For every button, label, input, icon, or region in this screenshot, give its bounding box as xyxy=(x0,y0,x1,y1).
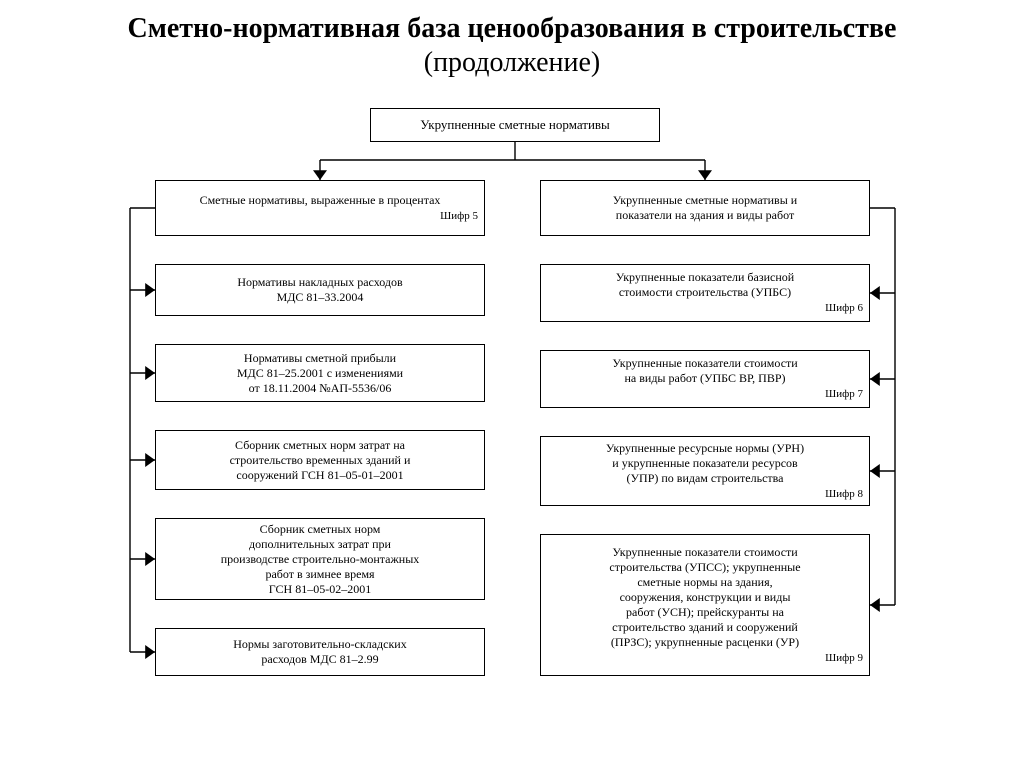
top-box: Укрупненные сметные нормативы xyxy=(370,108,660,142)
right-box-1-code: Шифр 6 xyxy=(547,302,863,316)
right-box-0-text: Укрупненные сметные нормативы ипоказател… xyxy=(547,193,863,223)
right-box-2-text: Укрупненные показатели стоимостина виды … xyxy=(547,356,863,386)
right-box-4-text: Укрупненные показатели стоимостистроител… xyxy=(547,545,863,650)
top-box-text: Укрупненные сметные нормативы xyxy=(381,117,649,133)
left-box-1: Нормативы накладных расходовМДС 81–33.20… xyxy=(155,264,485,316)
page-title: Сметно-нормативная база ценообразования … xyxy=(0,0,1024,79)
title-bold: Сметно-нормативная база ценообразования … xyxy=(128,13,897,44)
left-box-5: Нормы заготовительно-складскихрасходов М… xyxy=(155,628,485,676)
right-box-4-code: Шифр 9 xyxy=(547,652,863,666)
left-box-0-text: Сметные нормативы, выраженные в процента… xyxy=(162,193,478,208)
right-box-0: Укрупненные сметные нормативы ипоказател… xyxy=(540,180,870,236)
left-box-3: Сборник сметных норм затрат настроительс… xyxy=(155,430,485,490)
left-box-2: Нормативы сметной прибылиМДС 81–25.2001 … xyxy=(155,344,485,402)
right-box-3-code: Шифр 8 xyxy=(547,488,863,502)
title-continuation: (продолжение) xyxy=(424,47,600,78)
right-box-2: Укрупненные показатели стоимостина виды … xyxy=(540,350,870,408)
left-box-4: Сборник сметных нормдополнительных затра… xyxy=(155,518,485,600)
left-box-4-text: Сборник сметных нормдополнительных затра… xyxy=(162,522,478,597)
right-box-2-code: Шифр 7 xyxy=(547,388,863,402)
left-box-5-text: Нормы заготовительно-складскихрасходов М… xyxy=(162,637,478,667)
left-box-2-text: Нормативы сметной прибылиМДС 81–25.2001 … xyxy=(162,351,478,396)
right-box-1-text: Укрупненные показатели базиснойстоимости… xyxy=(547,270,863,300)
left-box-0: Сметные нормативы, выраженные в процента… xyxy=(155,180,485,236)
left-box-1-text: Нормативы накладных расходовМДС 81–33.20… xyxy=(162,275,478,305)
right-box-3-text: Укрупненные ресурсные нормы (УРН)и укруп… xyxy=(547,441,863,486)
left-box-3-text: Сборник сметных норм затрат настроительс… xyxy=(162,438,478,483)
right-box-1: Укрупненные показатели базиснойстоимости… xyxy=(540,264,870,322)
right-box-3: Укрупненные ресурсные нормы (УРН)и укруп… xyxy=(540,436,870,506)
left-box-0-code: Шифр 5 xyxy=(162,210,478,224)
right-box-4: Укрупненные показатели стоимостистроител… xyxy=(540,534,870,676)
